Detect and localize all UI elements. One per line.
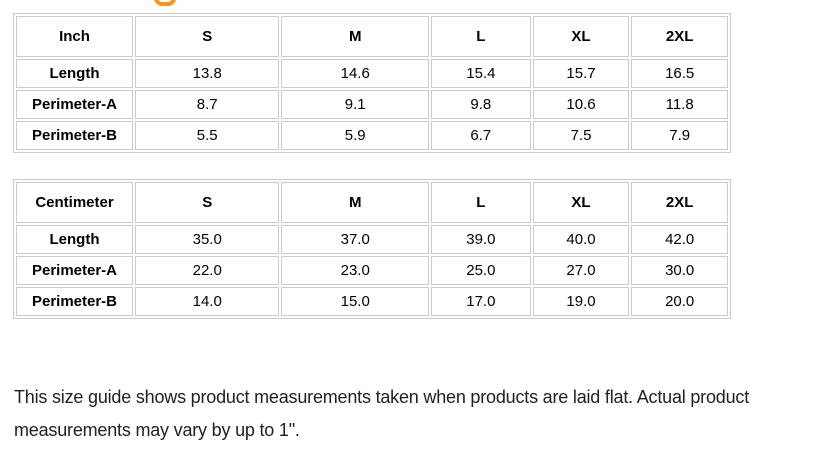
letter-g-bottom-icon: [154, 0, 176, 6]
row-label-cell: Perimeter-B: [16, 121, 133, 150]
measurement-cell: 39.0: [430, 225, 531, 254]
unit-header-cell: Inch: [16, 16, 133, 57]
size-column-header: M: [281, 182, 429, 223]
measurement-cell: 25.0: [430, 256, 531, 285]
measurement-cell: 37.0: [281, 225, 429, 254]
table-row: Length 13.8 14.6 15.4 15.7 16.5: [16, 59, 728, 88]
measurement-note-line: This size guide shows product measuremen…: [14, 387, 749, 407]
measurement-cell: 35.0: [135, 225, 280, 254]
table-row: Perimeter-B 5.5 5.9 6.7 7.5 7.9: [16, 121, 728, 150]
size-column-header: L: [430, 182, 531, 223]
measurement-cell: 5.5: [135, 121, 280, 150]
measurement-cell: 10.6: [532, 90, 630, 119]
measurement-cell: 6.7: [430, 121, 531, 150]
measurement-cell: 23.0: [281, 256, 429, 285]
measurement-cell: 7.5: [532, 121, 630, 150]
measurement-cell: 19.0: [532, 287, 630, 316]
size-column-header: S: [135, 16, 280, 57]
size-column-header: XL: [532, 16, 630, 57]
size-table-inch: Inch S M L XL 2XL Length 13.8 14.6 15.4 15.7 16.5 Pe…: [13, 13, 731, 153]
size-column-header: 2XL: [631, 182, 728, 223]
size-column-header: L: [430, 16, 531, 57]
measurement-cell: 15.4: [430, 59, 531, 88]
measurement-cell: 30.0: [631, 256, 728, 285]
measurement-cell: 42.0: [631, 225, 728, 254]
header-row: Centimeter S M L XL 2XL: [16, 182, 728, 223]
size-column-header: 2XL: [631, 16, 728, 57]
measurement-cell: 40.0: [532, 225, 630, 254]
size-tables: Inch S M L XL 2XL Length 13.8 14.6 15.4 15.7 16.5 Pe…: [13, 13, 731, 319]
table-row: Perimeter-A 22.0 23.0 25.0 27.0 30.0: [16, 256, 728, 285]
header-row: Inch S M L XL 2XL: [16, 16, 728, 57]
size-column-header: M: [281, 16, 429, 57]
size-table-centimeter: Centimeter S M L XL 2XL Length 35.0 37.0 39.0 40.0…: [13, 179, 731, 319]
table-row: Length 35.0 37.0 39.0 40.0 42.0: [16, 225, 728, 254]
measurement-note-line: measurements may vary by up to 1".: [14, 420, 300, 440]
table-row: Perimeter-B 14.0 15.0 17.0 19.0 20.0: [16, 287, 728, 316]
measurement-note: This size guide shows product measuremen…: [14, 381, 749, 447]
row-label-cell: Length: [16, 225, 133, 254]
measurement-cell: 9.8: [430, 90, 531, 119]
measurement-cell: 14.0: [135, 287, 280, 316]
measurement-cell: 14.6: [281, 59, 429, 88]
measurement-cell: 8.7: [135, 90, 280, 119]
measurement-cell: 16.5: [631, 59, 728, 88]
measurement-cell: 15.7: [532, 59, 630, 88]
measurement-cell: 9.1: [281, 90, 429, 119]
measurement-cell: 15.0: [281, 287, 429, 316]
table-row: Perimeter-A 8.7 9.1 9.8 10.6 11.8: [16, 90, 728, 119]
size-column-header: XL: [532, 182, 630, 223]
row-label-cell: Perimeter-A: [16, 90, 133, 119]
measurement-cell: 22.0: [135, 256, 280, 285]
measurement-cell: 13.8: [135, 59, 280, 88]
measurement-cell: 17.0: [430, 287, 531, 316]
measurement-cell: 27.0: [532, 256, 630, 285]
measurement-cell: 7.9: [631, 121, 728, 150]
measurement-cell: 11.8: [631, 90, 728, 119]
measurement-cell: 20.0: [631, 287, 728, 316]
size-column-header: S: [135, 182, 280, 223]
heading-fragment: [154, 0, 178, 7]
row-label-cell: Perimeter-B: [16, 287, 133, 316]
row-label-cell: Length: [16, 59, 133, 88]
row-label-cell: Perimeter-A: [16, 256, 133, 285]
unit-header-cell: Centimeter: [16, 182, 133, 223]
measurement-cell: 5.9: [281, 121, 429, 150]
